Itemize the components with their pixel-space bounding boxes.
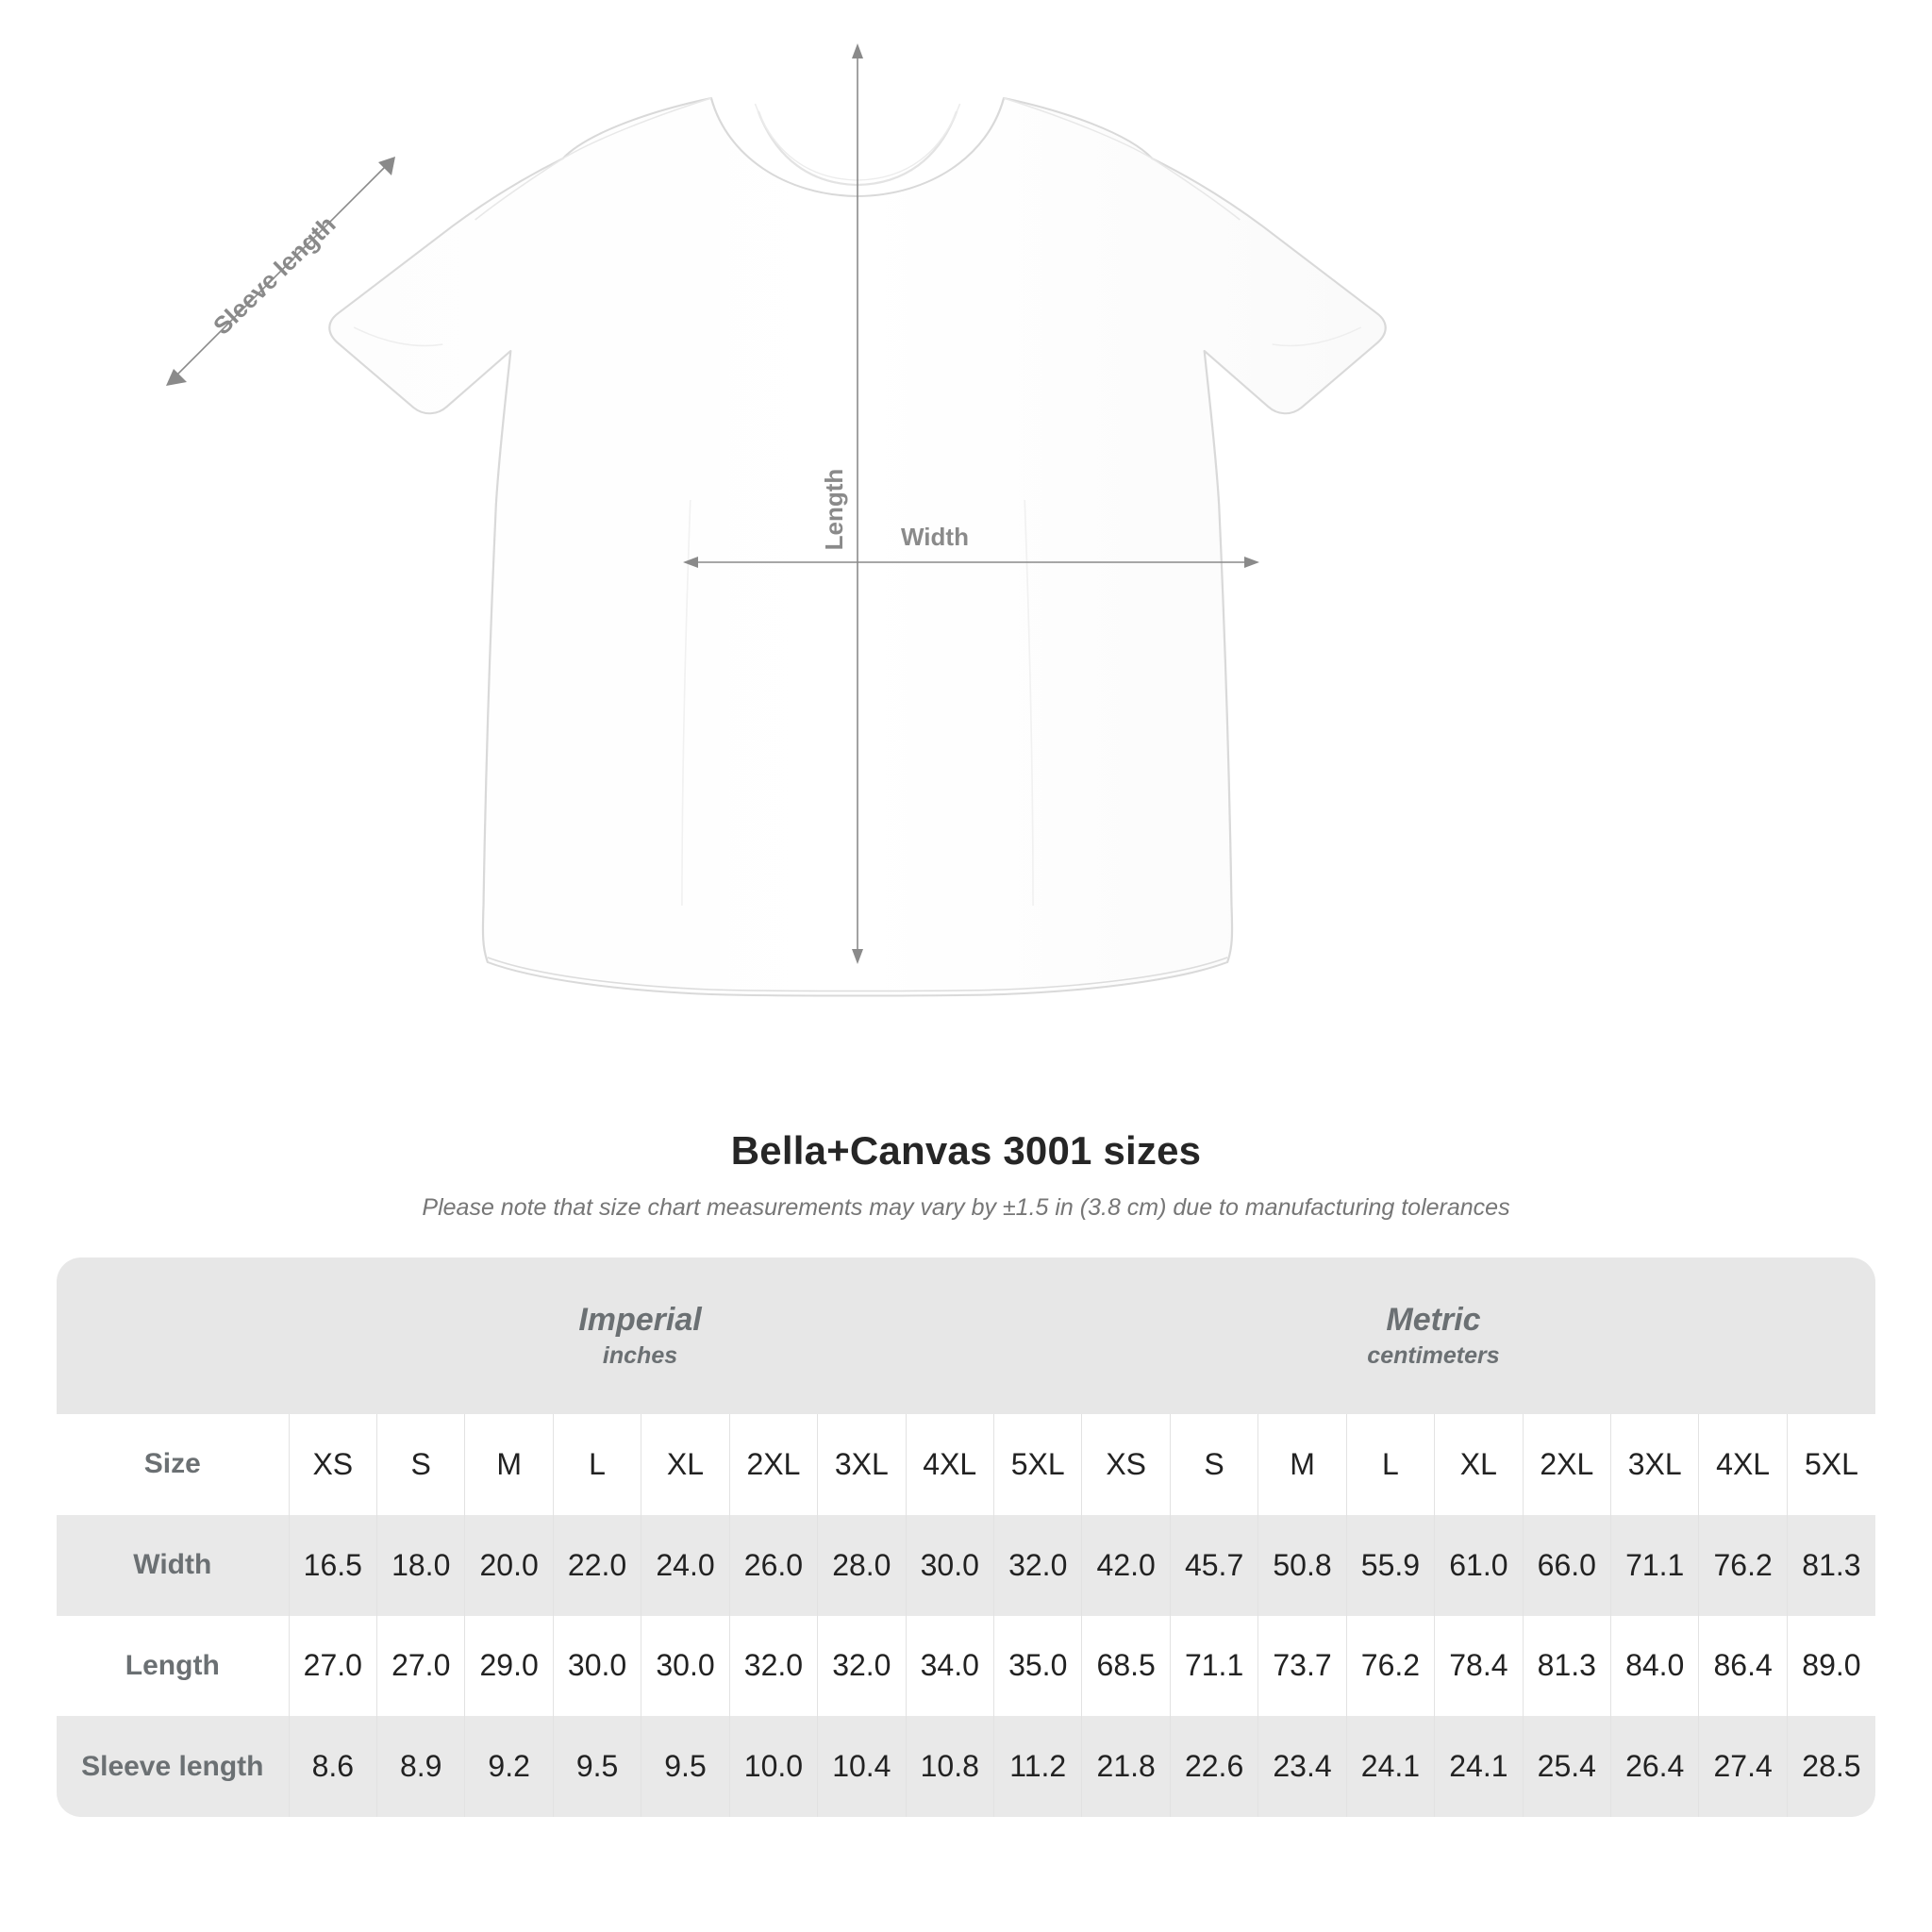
svg-text:Sleeve length: Sleeve length — [208, 210, 341, 341]
svg-text:Width: Width — [901, 523, 969, 551]
svg-text:Length: Length — [820, 469, 848, 551]
